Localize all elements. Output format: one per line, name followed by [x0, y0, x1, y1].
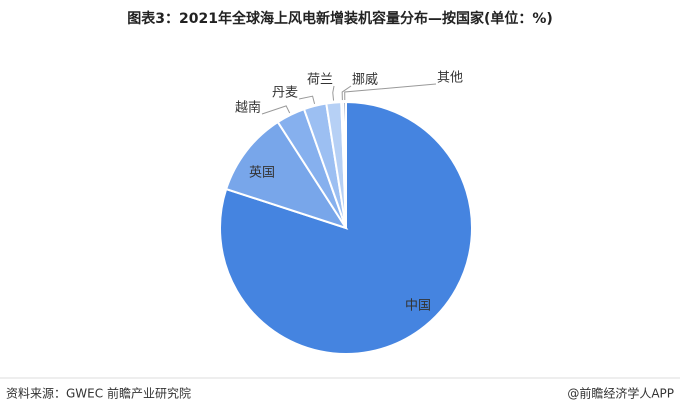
leader-line	[298, 95, 316, 105]
slice-label: 挪威	[352, 73, 378, 88]
leader-line	[261, 105, 291, 115]
slice-label: 越南	[235, 100, 261, 116]
slice-label: 英国	[249, 166, 275, 181]
leader-line	[341, 85, 352, 101]
slice-label: 其他	[437, 71, 463, 86]
leader-line	[332, 85, 335, 101]
leader-line	[344, 83, 437, 101]
pie-slice	[224, 120, 349, 230]
credit: @前瞻经济学人APP	[567, 386, 674, 401]
slice-label: 丹麦	[272, 86, 298, 101]
slice-label: 中国	[405, 299, 431, 314]
source: 资料来源：GWEC 前瞻产业研究院	[6, 386, 191, 401]
pie-slice	[342, 100, 347, 229]
chart-title: 图表3：2021年全球海上风电新增装机容量分布—按国家(单位：%)	[127, 10, 553, 27]
slice-label: 荷兰	[307, 73, 333, 88]
